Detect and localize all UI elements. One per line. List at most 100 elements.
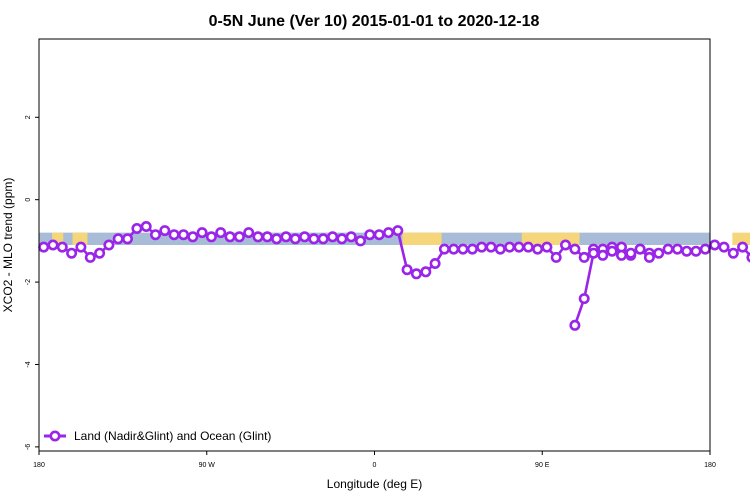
data-point [578,251,590,263]
data-point [457,243,469,255]
data-point [38,241,50,253]
data-point [643,251,655,263]
data-point [168,229,180,241]
data-point [187,231,199,243]
data-point [336,233,348,245]
data-point [597,249,609,261]
data-point [504,241,516,253]
data-point [606,245,618,257]
data-point [233,231,245,243]
data-point [485,241,497,253]
data-point [569,319,581,331]
land-band [52,232,64,245]
data-point [671,243,683,255]
legend-marker [49,430,61,442]
data-point [438,243,450,255]
data-point [299,231,311,243]
x-tick-label: 90 E [535,462,550,469]
data-point [178,229,190,241]
data-point [476,241,488,253]
x-tick-label: 0 [373,462,377,469]
data-point [737,241,749,253]
data-point [364,229,376,241]
y-tick-label: -4 [25,361,32,367]
data-point [690,245,702,257]
data-point [271,233,283,245]
data-point [653,247,665,259]
data-point [131,223,143,235]
data-point [541,241,553,253]
data-point [392,225,404,237]
data-point [429,257,441,269]
x-axis: 180 90 W 0 90 E 180 [33,451,716,469]
data-point [47,239,59,251]
data-point [569,243,581,255]
y-axis: 2 0 -2 -4 -6 [25,115,39,450]
data-point [252,231,264,243]
data-point [709,239,721,251]
data-point [625,247,637,259]
x-tick-label: 180 [704,462,716,469]
y-tick-label: -6 [25,444,32,450]
data-point [345,231,357,243]
legend-label: Land (Nadir&Glint) and Ocean (Glint) [74,429,271,443]
data-point [243,227,255,239]
land-band [732,232,750,245]
data-point [494,243,506,255]
data-point [94,247,106,259]
land-band [402,232,442,245]
data-point [420,266,432,278]
data-point [681,245,693,257]
data-point [522,241,534,253]
data-point [308,233,320,245]
data-point [150,229,162,241]
data-point [280,231,292,243]
data-point [261,231,273,243]
data-point [727,247,739,259]
data-point [112,233,124,245]
data-point [56,241,68,253]
data-point [699,243,711,255]
data-point [122,233,134,245]
data-point [215,227,227,239]
data-point [140,221,152,233]
data-point [578,293,590,305]
chart-title: 0-5N June (Ver 10) 2015-01-01 to 2020-12… [209,13,540,30]
data-point [327,231,339,243]
data-point [513,241,525,253]
data-point [532,243,544,255]
legend: Land (Nadir&Glint) and Ocean (Glint) [44,429,271,443]
x-axis-label: Longitude (deg E) [327,477,422,491]
y-tick-label: -2 [25,279,32,285]
data-point [373,229,385,241]
data-point [66,247,78,259]
y-tick-label: 2 [25,115,32,119]
data-point [401,264,413,276]
data-point [205,231,217,243]
data-point [466,243,478,255]
data-point [382,227,394,239]
y-tick-label: 0 [25,198,32,202]
data-point [84,251,96,263]
data-point [410,268,422,280]
data-point [289,233,301,245]
data-point [354,235,366,247]
land-band [72,232,88,245]
data-point [634,243,646,255]
data-point [587,247,599,259]
data-point [196,227,208,239]
data-point [615,249,627,261]
data-point [718,241,730,253]
y-axis-label: XCO2 - MLO trend (ppm) [1,178,15,313]
data-point [448,243,460,255]
data-point [224,231,236,243]
data-point [550,251,562,263]
data-point [103,239,115,251]
x-tick-label: 90 W [199,462,216,469]
data-point [559,239,571,251]
data-point [317,233,329,245]
data-point [75,241,87,253]
data-point [662,243,674,255]
data-point [159,225,171,237]
